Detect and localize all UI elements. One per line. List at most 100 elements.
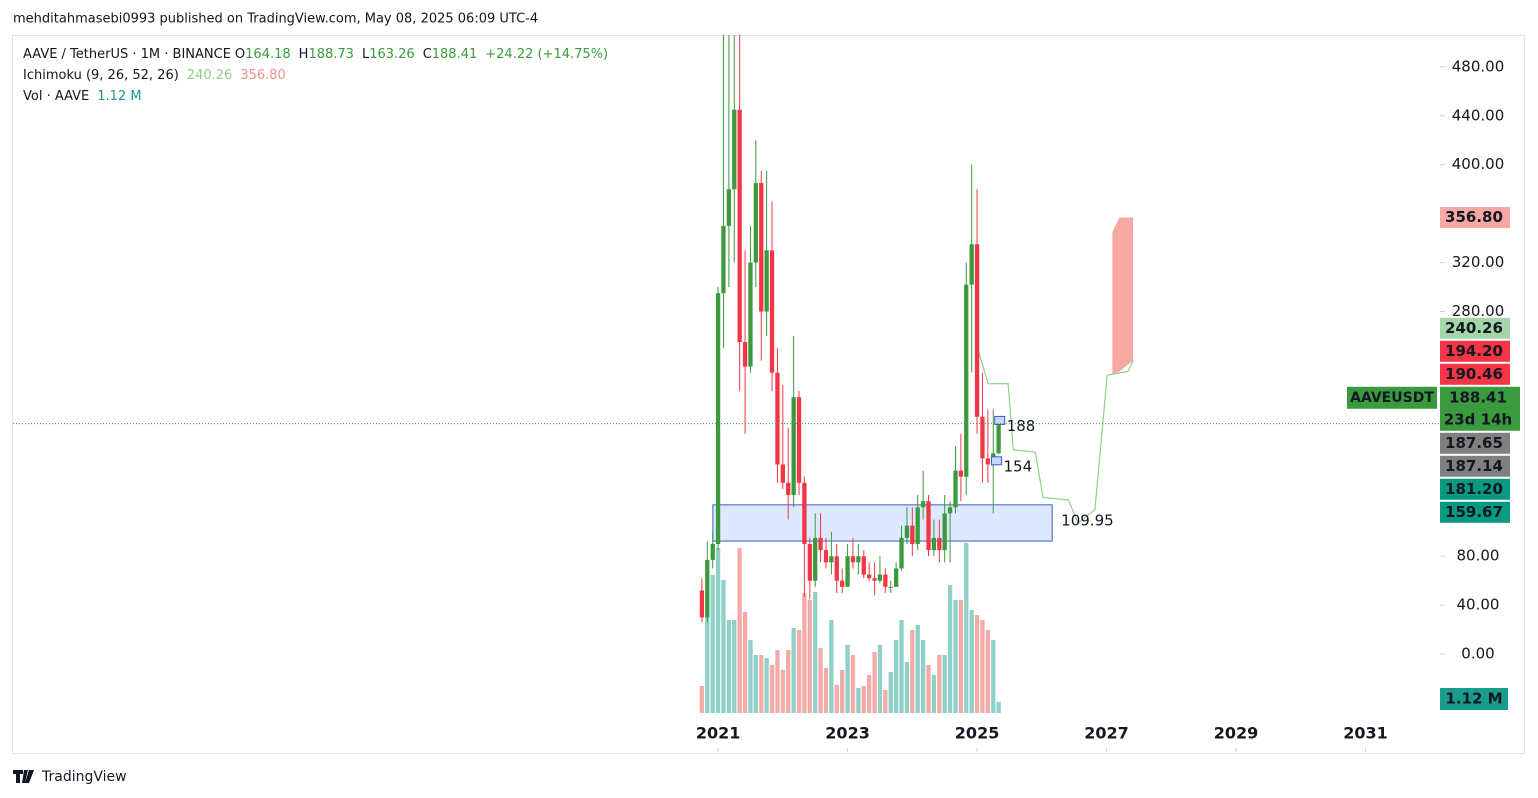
candle-body	[699, 590, 705, 618]
x-tick-label: 2027	[1084, 724, 1129, 743]
candle-body	[958, 470, 964, 477]
candle-body	[904, 525, 910, 538]
candle-body	[845, 556, 850, 587]
volume-bar	[715, 548, 721, 713]
candle-body	[759, 183, 764, 312]
volume-bar	[834, 685, 839, 713]
candle-body	[791, 397, 796, 496]
volume-bar	[883, 690, 888, 713]
candle-body	[829, 556, 834, 563]
candle-body	[872, 578, 877, 581]
y-tick-label: 280.00	[1452, 302, 1505, 320]
volume-bar	[845, 645, 850, 713]
volume-bar	[705, 590, 710, 713]
attribution: mehditahmasebi0993 published on TradingV…	[13, 12, 538, 27]
y-tick-label: 320.00	[1452, 253, 1505, 271]
volume-bar	[786, 650, 791, 713]
x-tick-label: 2025	[955, 724, 1000, 743]
price-tag	[1440, 317, 1510, 339]
candle-body	[980, 416, 985, 459]
candle-body	[850, 556, 856, 563]
price-tag	[1440, 501, 1510, 523]
y-tick-label: 480.00	[1452, 57, 1505, 75]
volume-bar	[872, 652, 877, 713]
volume-bar	[904, 662, 910, 713]
price-tag	[1440, 478, 1510, 500]
volume-bar	[813, 592, 818, 713]
ichimoku-cloud	[1112, 217, 1134, 376]
ohlc-letter: H	[299, 47, 309, 62]
candle-body	[910, 525, 915, 544]
ohlc-value: 163.26	[369, 47, 415, 62]
candle-body	[947, 507, 953, 514]
candle-body	[715, 293, 721, 544]
last-price-label: 188.41	[1449, 388, 1507, 406]
symbol-tag	[1347, 386, 1437, 409]
candle-body	[802, 482, 807, 544]
volume-bar	[699, 686, 705, 713]
price-tag	[1440, 363, 1510, 385]
volume-bar	[856, 688, 861, 713]
candle-body	[807, 543, 812, 581]
candle-body	[877, 574, 883, 581]
volume-bar	[953, 600, 958, 713]
candle-body	[974, 244, 980, 417]
volume-bar	[915, 625, 920, 713]
volume-bar	[840, 670, 845, 713]
volume-bar	[980, 620, 985, 713]
logo: TradingView	[13, 769, 127, 785]
candle-body	[937, 537, 942, 551]
candle-body	[861, 556, 866, 575]
candle-body	[920, 501, 926, 508]
volume-bar	[893, 640, 899, 713]
candle-body	[710, 543, 715, 560]
volume-value: 1.12 M	[97, 89, 141, 104]
volume-bar	[823, 668, 829, 713]
x-tick-label: 2031	[1343, 724, 1388, 743]
price-tag-label: 194.20	[1445, 342, 1503, 360]
y-tick-label: 80.00	[1457, 547, 1500, 565]
countdown: 23d 14h	[1444, 410, 1512, 428]
price-tag-label: 190.46	[1445, 365, 1503, 383]
candle-body	[764, 250, 769, 312]
candle-body	[721, 225, 726, 294]
x-tick-label: 2023	[825, 724, 870, 743]
logo-text: TradingView	[41, 769, 127, 785]
candle-body	[742, 342, 748, 367]
candle-body	[840, 580, 845, 587]
volume-bar	[947, 585, 953, 713]
candle-body	[942, 513, 947, 551]
candle-body	[813, 537, 818, 581]
frame	[12, 35, 1525, 754]
candle-body	[926, 501, 931, 551]
symbol-tag-label: AAVEUSDT	[1350, 390, 1434, 406]
candle-body	[893, 568, 899, 587]
annotation-box	[990, 456, 1002, 466]
candle-body	[969, 244, 974, 285]
volume-bar	[818, 648, 823, 713]
candle-body	[726, 189, 732, 226]
volume-bar	[926, 665, 931, 713]
price-tag-label: 187.65	[1445, 434, 1503, 452]
annotation-box	[994, 415, 1006, 425]
candle-body	[769, 250, 775, 373]
volume-bar	[850, 655, 856, 713]
y-tick-label: 440.00	[1452, 106, 1505, 124]
candle-body	[953, 470, 958, 508]
symbol-title: AAVE / TetherUS · 1M · BINANCE	[23, 47, 231, 62]
price-tag	[1440, 340, 1510, 362]
price-tag-label: 159.67	[1445, 503, 1503, 521]
ohlc-value: 188.41	[432, 47, 478, 62]
ohlc-letter: L	[362, 47, 370, 62]
candle-body	[985, 458, 991, 465]
candle-body	[915, 507, 920, 544]
price-tag-label: 356.80	[1445, 208, 1503, 226]
volume-bar	[802, 593, 807, 713]
volume-bar	[726, 620, 732, 713]
volume-bar	[796, 630, 802, 713]
ichimoku-value: 356.80	[240, 68, 286, 83]
candle-body	[732, 109, 737, 190]
candle-body	[786, 482, 791, 496]
volume-bar	[969, 610, 974, 713]
volume-tag-label: 1.12 M	[1445, 690, 1502, 708]
